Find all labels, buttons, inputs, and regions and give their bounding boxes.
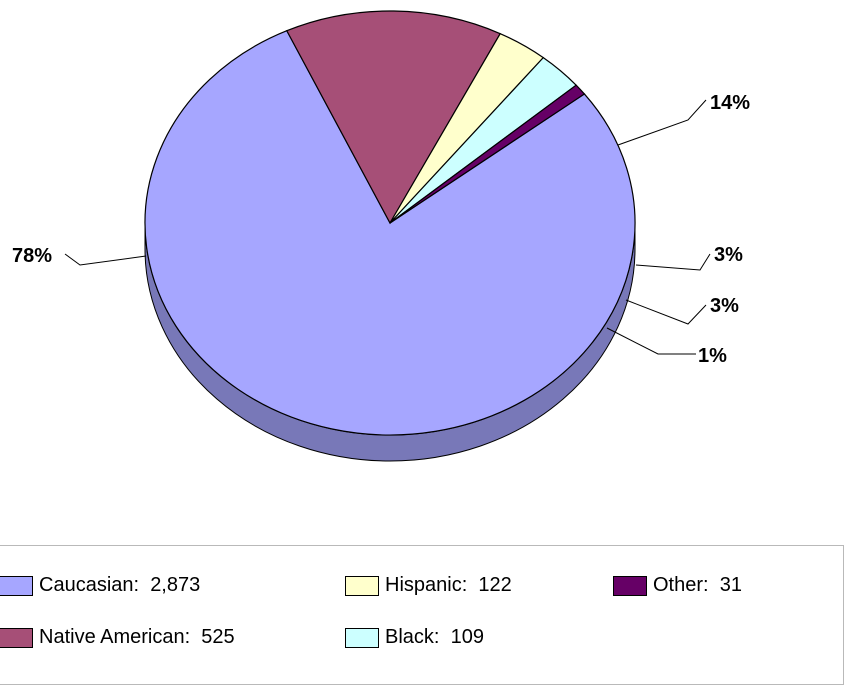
percent-label-native-american: 14% [710, 92, 750, 114]
legend-item-black: Black: 109 [345, 626, 484, 649]
leader-line-other [606, 327, 696, 355]
legend-value-other: 31 [719, 574, 742, 596]
legend-label-native-american: Native American [39, 626, 185, 648]
legend-label-black: Black [385, 626, 434, 648]
legend-item-hispanic: Hispanic: 122 [345, 574, 512, 597]
pie-slice-native-american [285, 10, 502, 225]
legend-value-black: 109 [450, 626, 484, 648]
legend-label-other: Other [653, 574, 704, 596]
legend-value-hispanic: 122 [478, 574, 512, 596]
percent-label-black: 3% [710, 295, 739, 317]
legend-swatch-black [345, 627, 379, 648]
pie-label-layer: 78% 14% 3% 3% 1% [12, 92, 750, 367]
leader-line-hispanic [635, 253, 711, 271]
pie-chart: 78% 14% 3% 3% 1% [12, 10, 750, 462]
legend-swatch-caucasian [0, 575, 33, 596]
legend-item-native-american: Native American: 525 [0, 626, 235, 649]
legend-swatch-hispanic [345, 575, 379, 596]
legend-item-caucasian: Caucasian: 2,873 [0, 574, 200, 597]
leader-line-black [625, 299, 707, 325]
legend-swatch-other [613, 575, 647, 596]
legend-label-hispanic: Hispanic [385, 574, 462, 596]
legend: Caucasian: 2,873 Native American: 525 Hi… [0, 545, 844, 685]
legend-swatch-native-american [0, 627, 33, 648]
legend-label-caucasian: Caucasian [39, 574, 134, 596]
leader-line-caucasian [64, 253, 147, 266]
pie-slice-other [389, 84, 586, 224]
pie-top-layer [144, 10, 636, 436]
pie-slice-caucasian [144, 29, 636, 436]
legend-value-native-american: 525 [201, 626, 235, 648]
percent-label-hispanic: 3% [714, 244, 743, 266]
percent-label-other: 1% [698, 345, 727, 367]
percent-label-caucasian: 78% [12, 245, 52, 267]
leader-line-native-american [617, 99, 707, 146]
legend-item-other: Other: 31 [613, 574, 742, 597]
legend-value-caucasian: 2,873 [150, 574, 201, 596]
